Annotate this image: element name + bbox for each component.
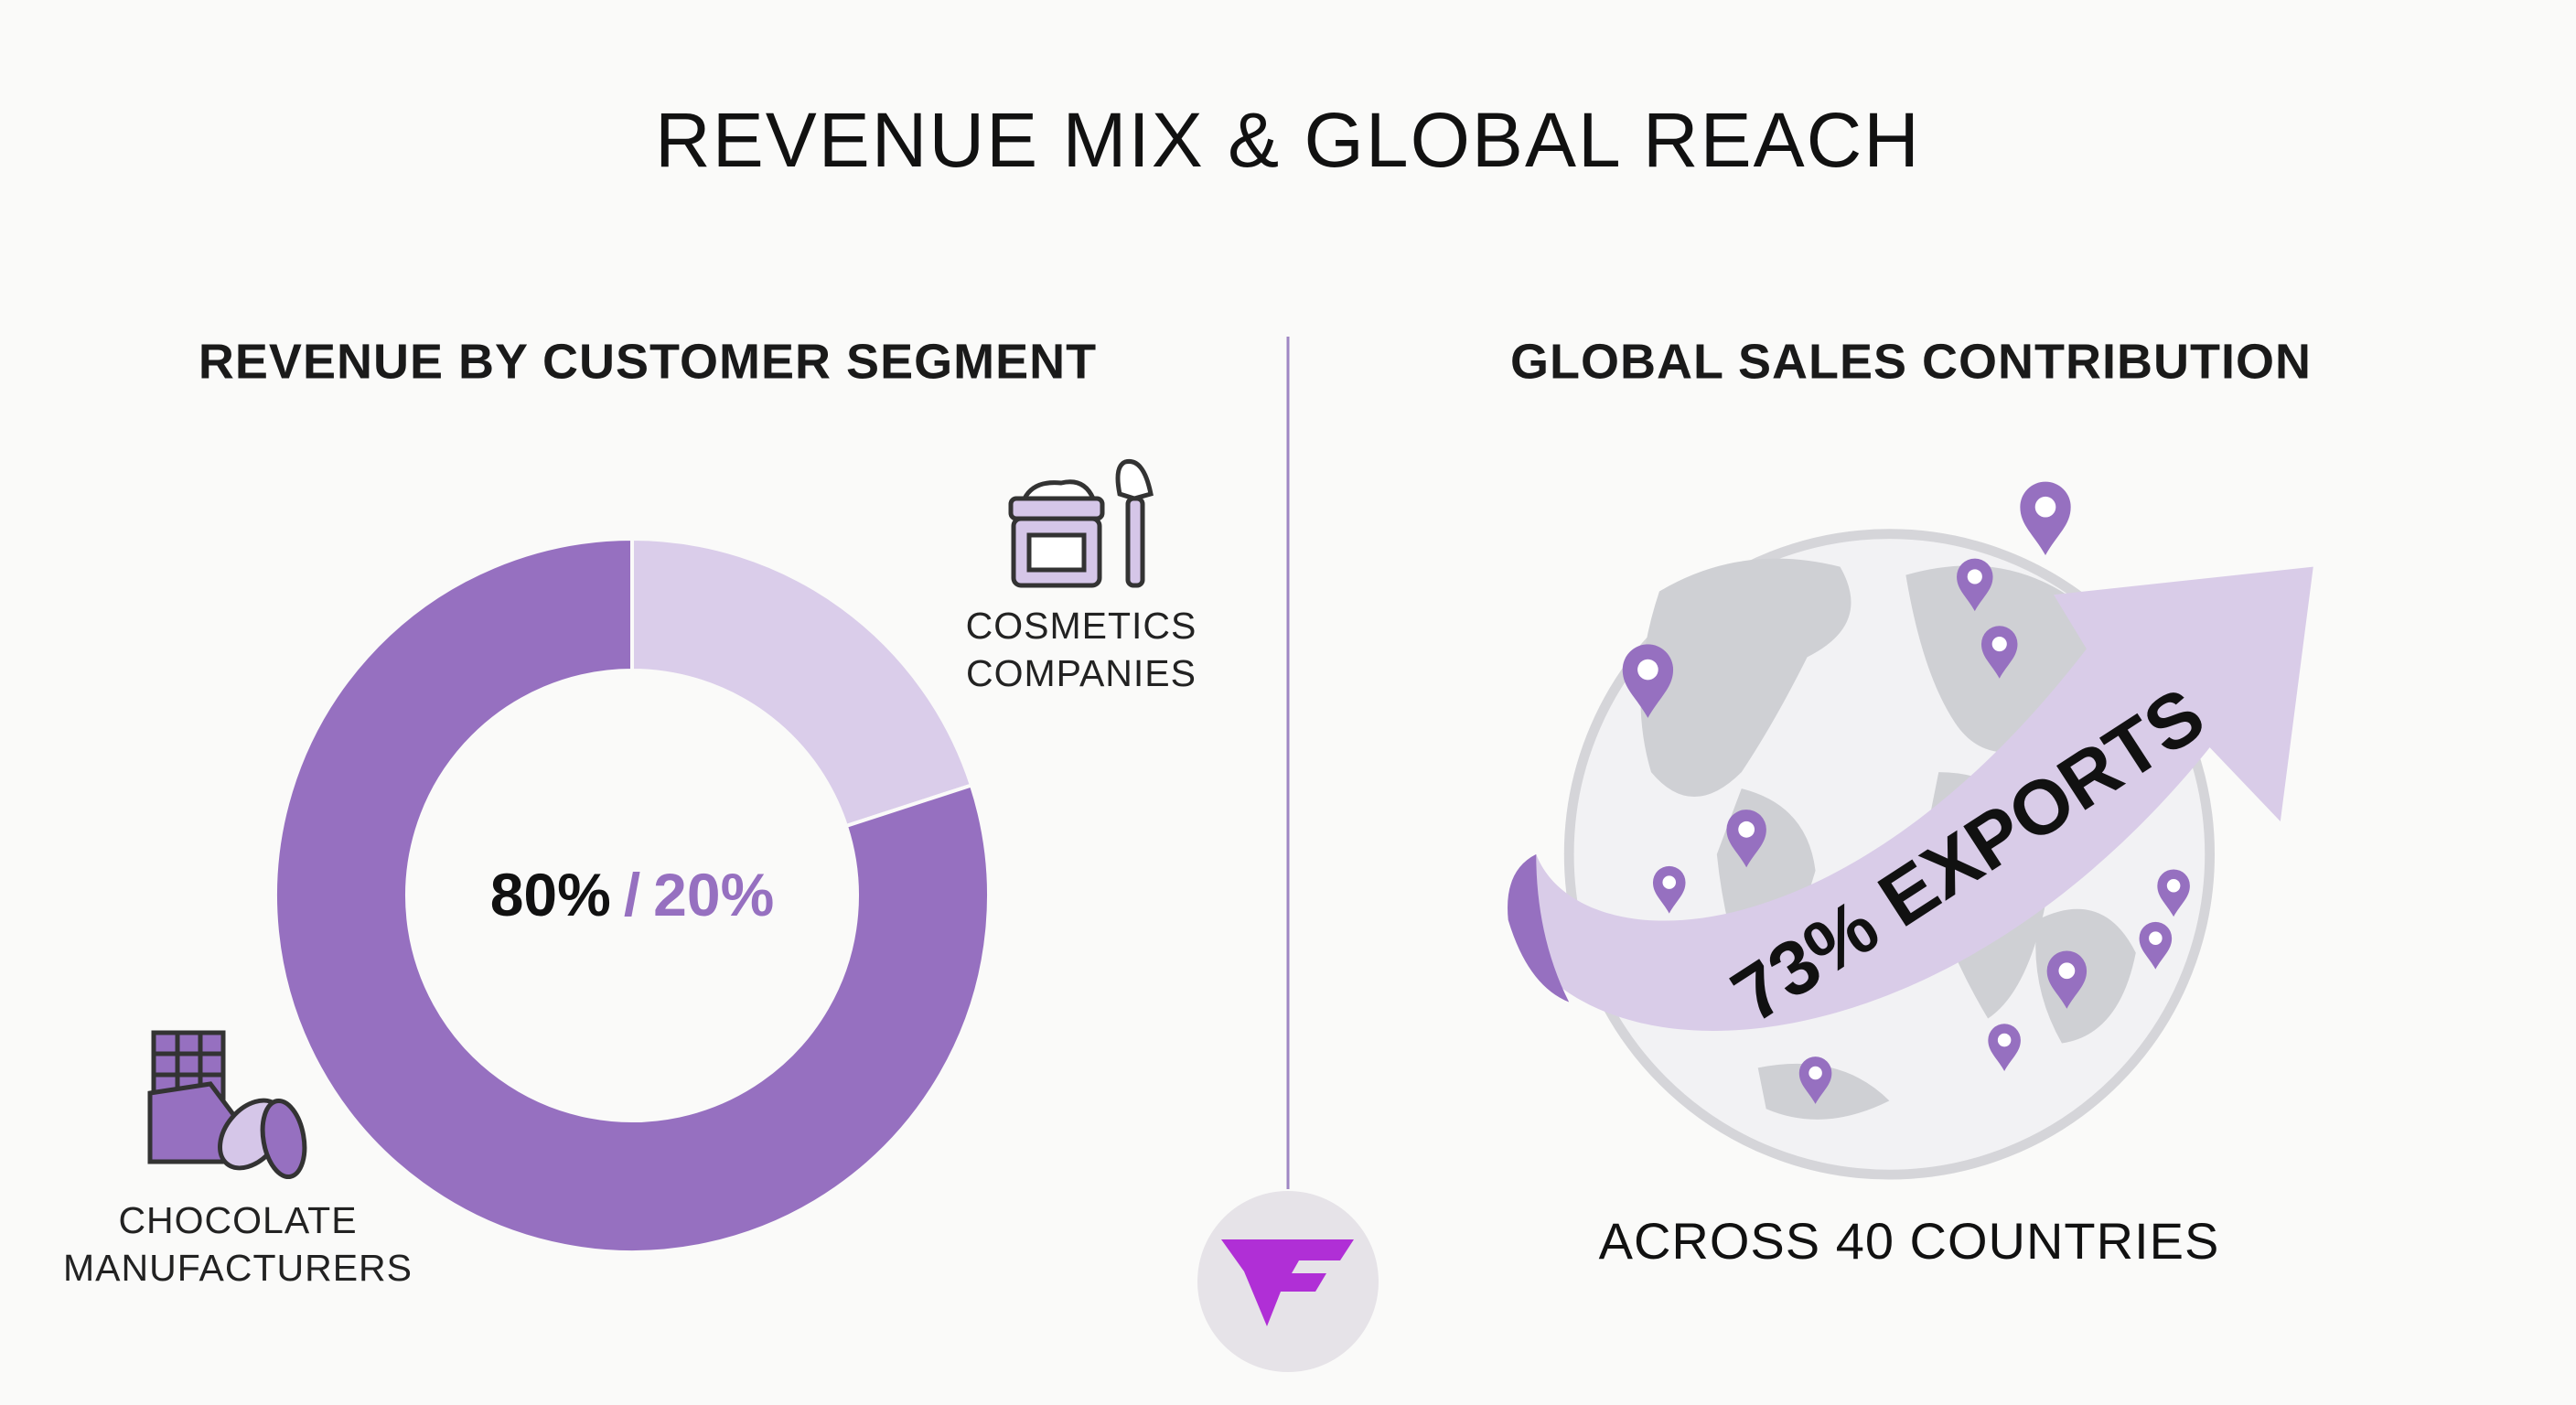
pin-body xyxy=(1980,626,2018,679)
globe xyxy=(1508,481,2313,1180)
donut-segment xyxy=(274,536,991,1254)
section-title: REVENUE BY CUSTOMER SEGMENT xyxy=(199,334,1097,389)
pin-body xyxy=(2020,481,2071,556)
map-pin xyxy=(1980,626,2018,679)
map-pin xyxy=(2157,869,2190,917)
map-pin xyxy=(1798,1056,1832,1104)
pin-body xyxy=(1622,644,1674,718)
pin-body xyxy=(2157,869,2190,917)
pin-dot xyxy=(1991,636,2007,652)
logo xyxy=(1221,1239,1354,1326)
value-label: 20% xyxy=(653,861,774,928)
pin-dot xyxy=(2149,931,2163,945)
pin-dot xyxy=(1662,875,1677,889)
donut-segment xyxy=(630,536,974,829)
category-label: COSMETICS COMPANIES xyxy=(965,605,1197,694)
pin-body xyxy=(2046,950,2088,1009)
pin-dot xyxy=(1738,820,1755,838)
map-pin xyxy=(1622,644,1674,718)
pin-body xyxy=(2139,921,2173,970)
pin-body xyxy=(1652,865,1686,914)
map-pin xyxy=(1957,558,1993,612)
map-pin xyxy=(2020,481,2071,556)
pin-dot xyxy=(1997,1033,2012,1047)
pin-dot xyxy=(1809,1066,1822,1080)
caption: ACROSS 40 COUNTRIES xyxy=(1599,1212,2220,1270)
map-pin xyxy=(1988,1024,2021,1071)
map-pin xyxy=(1652,865,1686,914)
category-label: CHOCOLATE MANUFACTURERS xyxy=(62,1199,413,1289)
pin-dot xyxy=(2034,496,2056,518)
pin-body xyxy=(1726,810,1766,868)
separator: / xyxy=(624,861,640,928)
pin-dot xyxy=(1967,569,1982,585)
pin-body xyxy=(1957,558,1993,612)
main-title: REVENUE MIX & GLOBAL REACH xyxy=(655,97,1921,183)
pin-body xyxy=(1988,1024,2021,1071)
pin-body xyxy=(1798,1056,1832,1104)
pin-dot xyxy=(2058,962,2076,980)
value-label: 80% xyxy=(490,861,611,928)
map-pin xyxy=(2139,921,2173,970)
center-label: 80%/20% xyxy=(490,861,775,928)
pin-dot xyxy=(2166,878,2181,893)
cosmetics-icon xyxy=(1008,458,1154,588)
section-title: GLOBAL SALES CONTRIBUTION xyxy=(1510,334,2312,389)
chocolate-icon xyxy=(147,1030,307,1180)
donut xyxy=(274,536,991,1254)
map-pin xyxy=(1726,810,1766,868)
pin-dot xyxy=(1637,659,1658,681)
map-pin xyxy=(2046,950,2088,1009)
